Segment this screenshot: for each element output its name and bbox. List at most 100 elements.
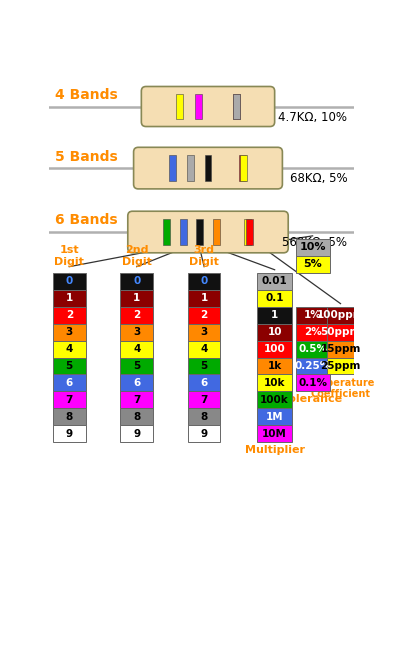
- Bar: [327, 324, 354, 341]
- Text: 100: 100: [264, 344, 286, 354]
- Text: 0.1: 0.1: [265, 293, 284, 303]
- Text: 0: 0: [66, 276, 73, 286]
- Text: 0: 0: [200, 276, 208, 286]
- Bar: [257, 391, 292, 408]
- Bar: [196, 219, 203, 245]
- Text: 2: 2: [200, 310, 208, 320]
- Bar: [176, 94, 183, 119]
- Bar: [296, 239, 330, 256]
- Bar: [53, 408, 86, 425]
- Bar: [257, 341, 292, 357]
- Bar: [120, 408, 153, 425]
- Text: 1M: 1M: [266, 412, 283, 422]
- Text: 8: 8: [133, 412, 140, 422]
- Text: 5 Bands: 5 Bands: [55, 150, 118, 164]
- Bar: [53, 324, 86, 341]
- Bar: [188, 324, 220, 341]
- Bar: [120, 357, 153, 375]
- Text: Multiplier: Multiplier: [245, 446, 305, 455]
- Text: 8: 8: [66, 412, 73, 422]
- Bar: [53, 273, 86, 290]
- Bar: [257, 408, 292, 425]
- Text: 6: 6: [66, 378, 73, 388]
- Bar: [257, 307, 292, 324]
- Bar: [296, 375, 330, 391]
- Text: 9: 9: [66, 429, 73, 439]
- Text: 10M: 10M: [262, 429, 287, 439]
- Text: 5: 5: [66, 361, 73, 371]
- Text: 3rd
Digit: 3rd Digit: [189, 245, 219, 267]
- Bar: [188, 357, 220, 375]
- Text: 10: 10: [267, 327, 282, 337]
- Text: 0.1%: 0.1%: [298, 378, 327, 388]
- Bar: [246, 219, 253, 245]
- Text: 4.7KΩ, 10%: 4.7KΩ, 10%: [279, 111, 347, 124]
- Bar: [53, 341, 86, 357]
- Bar: [257, 324, 292, 341]
- Bar: [327, 341, 354, 357]
- Bar: [188, 307, 220, 324]
- Bar: [53, 290, 86, 307]
- Bar: [188, 341, 220, 357]
- Bar: [120, 341, 153, 357]
- Bar: [296, 256, 330, 273]
- Text: 0: 0: [133, 276, 140, 286]
- Bar: [296, 357, 330, 375]
- Bar: [244, 219, 251, 245]
- Text: Tolerance: Tolerance: [283, 394, 343, 404]
- Bar: [163, 219, 170, 245]
- Bar: [240, 155, 247, 181]
- Bar: [239, 155, 246, 181]
- Bar: [188, 425, 220, 442]
- Bar: [188, 408, 220, 425]
- Bar: [120, 324, 153, 341]
- Text: 1st
Digit: 1st Digit: [54, 245, 84, 267]
- Bar: [213, 219, 220, 245]
- Bar: [188, 391, 220, 408]
- Bar: [53, 357, 86, 375]
- Text: 5: 5: [133, 361, 140, 371]
- Text: 4 Bands: 4 Bands: [55, 88, 118, 102]
- Text: 2%: 2%: [304, 327, 321, 337]
- Bar: [53, 391, 86, 408]
- Bar: [257, 273, 292, 290]
- Text: 5%: 5%: [303, 259, 322, 269]
- Text: 7: 7: [133, 395, 140, 405]
- Bar: [296, 307, 330, 324]
- Bar: [257, 357, 292, 375]
- Bar: [233, 94, 241, 119]
- Bar: [296, 324, 330, 341]
- Bar: [120, 307, 153, 324]
- Bar: [53, 375, 86, 391]
- Bar: [195, 94, 202, 119]
- Bar: [120, 273, 153, 290]
- Text: 1: 1: [200, 293, 208, 303]
- Text: 3: 3: [200, 327, 208, 337]
- FancyBboxPatch shape: [128, 211, 288, 253]
- Bar: [169, 155, 176, 181]
- Bar: [188, 273, 220, 290]
- Text: 100k: 100k: [260, 395, 289, 405]
- Bar: [257, 375, 292, 391]
- Bar: [188, 375, 220, 391]
- Text: 100ppm: 100ppm: [317, 310, 364, 320]
- Text: 25ppm: 25ppm: [320, 361, 361, 371]
- Bar: [53, 425, 86, 442]
- Text: 9: 9: [133, 429, 140, 439]
- Text: 1: 1: [133, 293, 140, 303]
- FancyBboxPatch shape: [134, 147, 283, 189]
- Text: 6: 6: [133, 378, 140, 388]
- Text: 1k: 1k: [268, 361, 282, 371]
- Text: Temperature
Coefficient: Temperature Coefficient: [305, 377, 376, 399]
- Text: 560KΩ, 5%: 560KΩ, 5%: [283, 236, 347, 249]
- Bar: [188, 290, 220, 307]
- Text: 68KΩ, 5%: 68KΩ, 5%: [290, 172, 347, 186]
- Bar: [296, 341, 330, 357]
- Text: 3: 3: [133, 327, 140, 337]
- Text: 7: 7: [200, 395, 208, 405]
- Text: 50ppm: 50ppm: [320, 327, 361, 337]
- Bar: [187, 155, 194, 181]
- Bar: [233, 94, 239, 119]
- Bar: [120, 375, 153, 391]
- Text: 8: 8: [200, 412, 208, 422]
